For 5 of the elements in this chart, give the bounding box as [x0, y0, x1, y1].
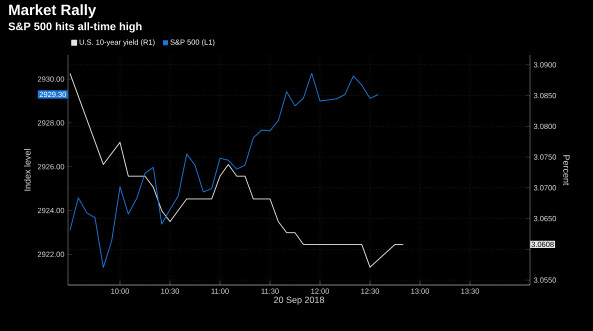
x-axis-title: 20 Sep 2018: [274, 296, 324, 305]
chart-title: Market Rally: [9, 4, 96, 18]
chart-subtitle: S&P 500 hits all-time high: [8, 22, 142, 32]
y2-axis-title: Percent: [563, 155, 570, 186]
y-axis-title: Index level: [24, 149, 31, 191]
